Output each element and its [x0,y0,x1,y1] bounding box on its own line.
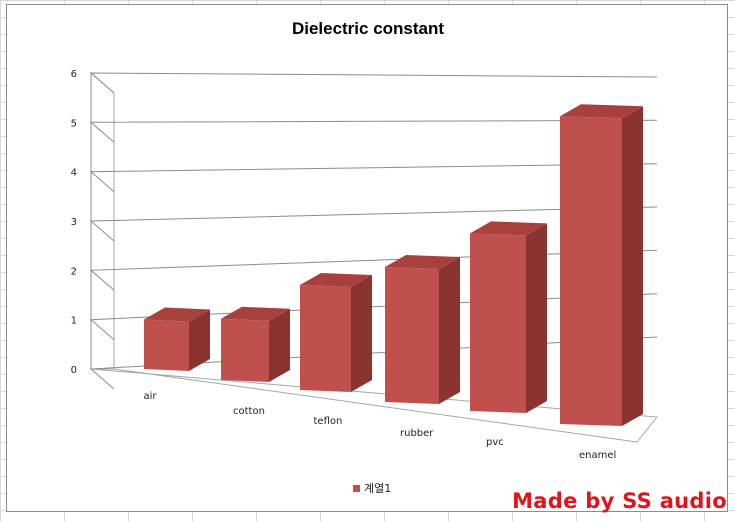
gridline-3 [89,206,658,242]
bar-rubber[interactable] [385,255,460,404]
bar-top [144,307,210,322]
x-tick-label-air: air [143,391,157,402]
gridline-6 [89,72,658,94]
y-tick-label-0: 0 [71,365,77,376]
bar-front [221,318,269,382]
bar-top [221,306,290,321]
bar-cotton[interactable] [221,306,290,382]
bar-front [385,267,439,404]
bar-side [351,275,372,392]
bar-front [300,285,351,392]
bar-front [144,319,189,371]
bar-enamel[interactable] [560,104,643,426]
chart-object[interactable]: Dielectric constant 0 1 2 3 4 5 6 air cotton tef… [6,4,728,512]
bar-front [470,233,526,413]
bar-top [470,221,547,236]
bar-pvc[interactable] [470,221,547,413]
y-tick-label-4: 4 [71,168,77,179]
y-axis-ticks: 0 1 2 3 4 5 6 [71,69,77,376]
legend-label: 계열1 [364,482,391,495]
bar-side [189,309,210,371]
bar-side [526,223,547,413]
x-tick-label-cotton: cotton [233,406,265,417]
chart-title: Dielectric constant [292,19,444,38]
bar-top [385,255,460,269]
legend[interactable]: 계열1 [353,482,391,495]
bar-teflon[interactable] [300,273,372,392]
bar-side [269,308,290,382]
watermark-text: Made by SS audio [512,489,727,513]
y-tick-label-5: 5 [71,118,77,129]
x-tick-label-rubber: rubber [400,428,434,439]
bar-front [560,116,622,426]
y-tick-label-3: 3 [71,217,77,228]
bar-air[interactable] [144,307,210,372]
y-tick-label-2: 2 [71,266,77,277]
gridline-0 [89,336,658,390]
gridline-5 [89,119,658,143]
y-tick-label-1: 1 [71,316,77,327]
dielectric-bar-chart: Dielectric constant 0 1 2 3 4 5 6 air cotton tef… [71,19,658,495]
bar-top [300,273,372,287]
x-tick-label-enamel: enamel [579,450,616,461]
bar-side [622,106,643,426]
x-tick-label-pvc: pvc [486,437,504,448]
bar-top [560,104,643,119]
x-axis-categories: air cotton teflon rubber pvc enamel [143,391,616,461]
gridline-1 [89,293,658,341]
gridline-4 [89,163,658,193]
gridline-2 [89,249,658,291]
x-tick-label-teflon: teflon [314,416,343,427]
y-tick-label-6: 6 [71,69,77,80]
gridlines [89,72,658,390]
bars [144,104,643,426]
legend-swatch [353,485,360,492]
bar-side [439,257,460,404]
